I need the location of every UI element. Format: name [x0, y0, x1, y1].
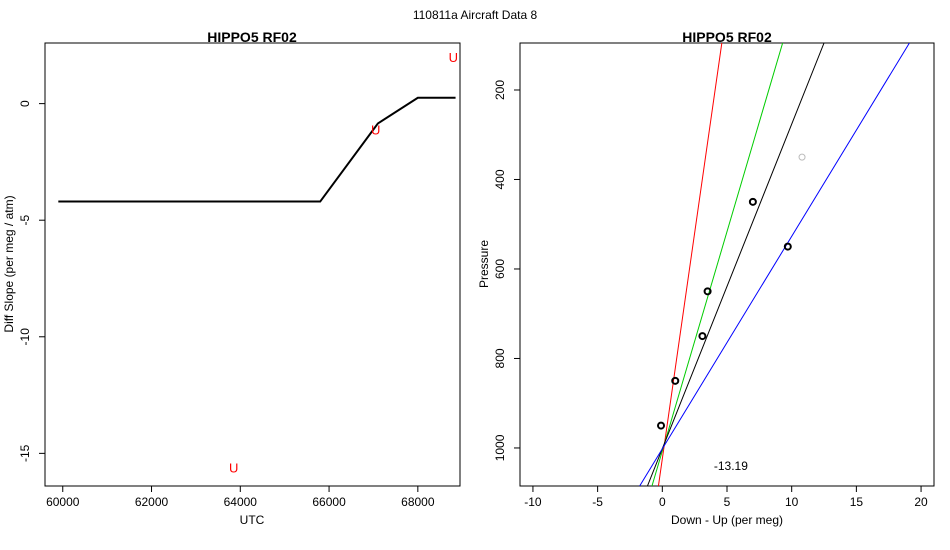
left-panel: HIPPO5 RF02 UTC Diff Slope (per meg / at…	[2, 29, 461, 527]
left-marker-label: U	[449, 50, 458, 65]
left-y-tick-label: 0	[18, 100, 32, 107]
left-y-tick-label: -10	[18, 328, 32, 346]
right-x-tick-label: -10	[524, 495, 542, 509]
left-y-tick-label: -15	[18, 444, 32, 462]
left-marker-label: U	[229, 460, 238, 475]
figure-supertitle: 110811a Aircraft Data 8	[413, 8, 538, 22]
right-y-tick-label: 200	[493, 80, 507, 100]
right-y-tick-label: 1000	[493, 434, 507, 461]
left-x-tick-label: 68000	[401, 495, 435, 509]
right-data-point	[698, 332, 707, 341]
left-x-tick-label: 64000	[224, 495, 258, 509]
right-data-point	[657, 421, 666, 430]
right-x-tick-label: 10	[785, 495, 799, 509]
right-fit-line	[639, 43, 910, 486]
left-x-tick-label: 66000	[312, 495, 346, 509]
right-x-tick-label: 5	[724, 495, 731, 509]
right-y-tick-label: 600	[493, 259, 507, 279]
left-series-line	[58, 96, 456, 203]
right-title: HIPPO5 RF02	[682, 29, 772, 45]
right-annotation: -13.19	[714, 459, 748, 473]
left-x-tick-label: 60000	[46, 495, 80, 509]
right-y-axis-label: Pressure	[477, 240, 491, 288]
right-x-axis-label: Down - Up (per meg)	[671, 513, 783, 527]
right-fit-line	[657, 43, 723, 486]
right-x-tick-label: -5	[592, 495, 603, 509]
left-x-tick-label: 62000	[135, 495, 169, 509]
right-x-tick-label: 20	[914, 495, 928, 509]
left-marker-label: U	[371, 122, 380, 137]
right-panel: HIPPO5 RF02 Down - Up (per meg) Pressure…	[477, 29, 935, 527]
right-plot-frame	[519, 42, 935, 487]
left-y-axis-label: Diff Slope (per meg / atm)	[2, 195, 16, 332]
left-y-tick-label: -5	[18, 215, 32, 226]
right-data-point	[748, 197, 757, 206]
right-data-point	[783, 242, 792, 251]
left-x-axis-label: UTC	[240, 513, 265, 527]
right-fit-line	[646, 43, 825, 486]
right-y-tick-label: 400	[493, 169, 507, 189]
right-x-tick-label: 0	[659, 495, 666, 509]
right-fit-line	[651, 43, 784, 486]
right-y-tick-label: 800	[493, 348, 507, 368]
right-data-point	[798, 153, 806, 161]
right-x-tick-label: 15	[850, 495, 864, 509]
left-plot-frame	[44, 42, 461, 487]
left-title: HIPPO5 RF02	[207, 29, 297, 45]
right-data-point	[703, 287, 712, 296]
right-data-point	[671, 376, 680, 385]
